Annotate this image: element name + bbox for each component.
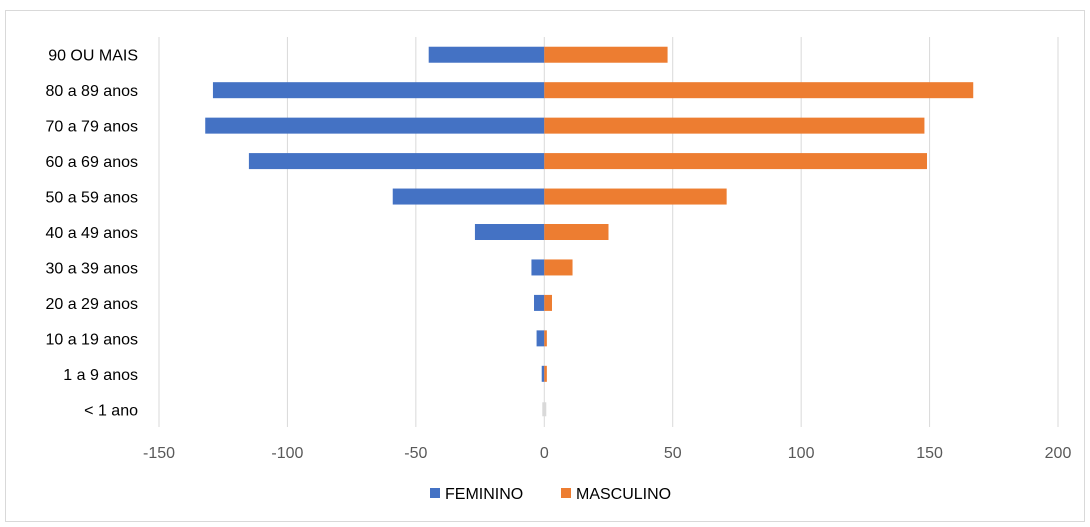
bar-masculino xyxy=(544,82,974,99)
category-label: 10 a 19 anos xyxy=(45,331,138,348)
gridlines xyxy=(158,37,1059,427)
bar-feminino xyxy=(205,117,545,134)
bar-masculino xyxy=(544,188,727,205)
category-label: 1 a 9 anos xyxy=(63,367,138,384)
bar-masculino xyxy=(544,330,547,347)
x-tick-label: -150 xyxy=(143,445,175,462)
bar-masculino xyxy=(544,46,668,63)
bar-feminino xyxy=(531,259,545,276)
population-pyramid-chart: 90 OU MAIS 80 a 89 anos 70 a 79 anos 60 a 6… xyxy=(45,37,1071,503)
category-label: 70 a 79 anos xyxy=(45,119,138,136)
bar-feminino xyxy=(541,365,545,382)
x-tick-labels: -150 -100 -50 0 50 100 150 200 xyxy=(143,445,1071,462)
bar-feminino xyxy=(248,153,545,170)
bar-masculino xyxy=(544,365,547,382)
bar-feminino xyxy=(428,46,545,63)
category-label: < 1 ano xyxy=(84,402,138,419)
zero-bar-marker xyxy=(542,402,547,417)
legend-label-feminino: FEMININO xyxy=(445,486,523,503)
category-label: 30 a 39 anos xyxy=(45,260,138,277)
x-tick-label: 100 xyxy=(788,445,815,462)
legend-label-masculino: MASCULINO xyxy=(576,486,671,503)
bar-feminino xyxy=(474,224,545,240)
bar-masculino xyxy=(544,259,573,276)
bar-masculino xyxy=(544,153,928,170)
bar-feminino xyxy=(212,82,545,99)
category-label: 50 a 59 anos xyxy=(45,190,138,207)
x-tick-label: -50 xyxy=(404,445,427,462)
x-tick-label: 150 xyxy=(916,445,943,462)
bar-masculino xyxy=(544,294,552,311)
legend-swatch-feminino xyxy=(430,488,440,498)
x-tick-label: 200 xyxy=(1045,445,1072,462)
x-tick-label: 50 xyxy=(664,445,682,462)
category-label: 90 OU MAIS xyxy=(48,48,138,65)
chart-frame: 90 OU MAIS 80 a 89 anos 70 a 79 anos 60 a 6… xyxy=(5,10,1085,522)
bar-feminino xyxy=(534,294,545,311)
bar-masculino xyxy=(544,117,925,134)
x-tick-label: 0 xyxy=(540,445,549,462)
category-label: 40 a 49 anos xyxy=(45,225,138,242)
category-label: 60 a 69 anos xyxy=(45,154,138,171)
bars xyxy=(205,46,974,417)
bar-feminino xyxy=(536,330,545,347)
category-label: 20 a 29 anos xyxy=(45,296,138,313)
x-tick-label: -100 xyxy=(271,445,303,462)
bar-masculino xyxy=(544,224,609,240)
legend-swatch-masculino xyxy=(561,488,571,498)
legend: FEMININO MASCULINO xyxy=(430,486,671,503)
bar-feminino xyxy=(392,188,545,205)
category-label: 80 a 89 anos xyxy=(45,83,138,100)
category-labels: 90 OU MAIS 80 a 89 anos 70 a 79 anos 60 a 6… xyxy=(45,48,138,420)
